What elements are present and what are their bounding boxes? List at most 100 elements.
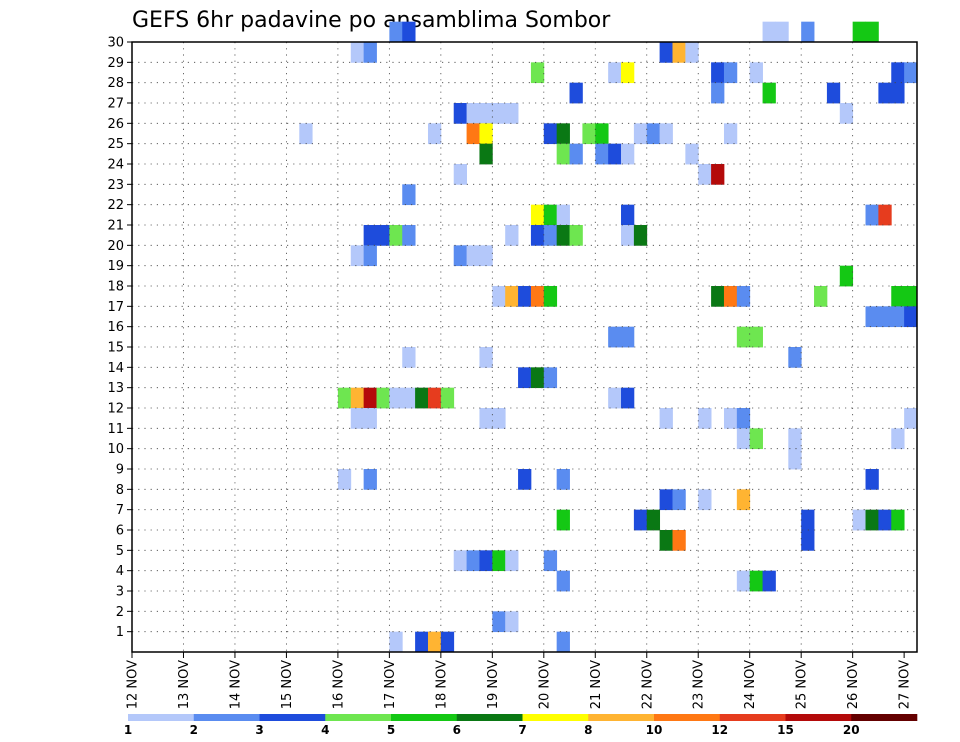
heatmap-cell [839, 103, 854, 124]
colorbar-label: 7 [518, 723, 526, 737]
heatmap-cell [505, 550, 519, 572]
heatmap-cell [479, 347, 493, 368]
heatmap-cell [723, 286, 738, 307]
colorbar-swatch [522, 714, 589, 721]
heatmap-cell [788, 448, 802, 470]
heatmap-cell [453, 550, 467, 572]
heatmap-cell [427, 387, 442, 409]
colorbar-swatch [391, 714, 458, 721]
y-tick-label: 25 [107, 137, 124, 152]
heatmap-cell [518, 286, 532, 307]
heatmap-cell [543, 550, 558, 572]
heatmap-cell [762, 82, 776, 104]
x-tick-label: 21 NOV [589, 660, 604, 709]
heatmap-cell [672, 530, 686, 551]
heatmap-cell [685, 42, 699, 63]
heatmap-cell [878, 82, 892, 104]
heatmap-cell [505, 225, 519, 246]
colorbar-legend: 1 2 3 4 5 6 7 8 10 12 15 20 [124, 714, 918, 737]
heatmap-cell [543, 286, 558, 307]
heatmap-cell [736, 489, 751, 511]
y-tick-label: 15 [107, 341, 124, 356]
heatmap-cell [633, 225, 648, 246]
y-tick-label: 23 [107, 178, 124, 193]
heatmap-cell [736, 570, 751, 592]
heatmap-cell [440, 631, 455, 653]
heatmap-cell [762, 570, 776, 592]
y-tick-label: 16 [107, 320, 124, 335]
heatmap-cell [891, 62, 905, 84]
y-tick-label: 8 [116, 483, 124, 498]
heatmap-cell [582, 123, 596, 145]
x-tick-label: 25 NOV [795, 660, 810, 709]
heatmap-cell [891, 306, 905, 328]
heatmap-cell [865, 306, 879, 328]
heatmap-cell [801, 509, 815, 531]
heatmap-cell [543, 225, 558, 246]
colorbar-label: 2 [190, 723, 198, 737]
y-tick-label: 21 [107, 219, 124, 234]
heatmap-cell [852, 509, 866, 531]
heatmap-cell [711, 82, 725, 104]
heatmap-cell [543, 367, 558, 389]
chart-title: GEFS 6hr padavine po ansamblima Sombor [132, 8, 611, 33]
heatmap-cell [749, 570, 763, 592]
heatmap-cell [711, 164, 725, 185]
heatmap-cell [904, 62, 918, 84]
heatmap-cell [621, 204, 635, 226]
y-tick-label: 2 [116, 605, 124, 620]
heatmap-cell [337, 469, 352, 490]
heatmap-cell [659, 489, 673, 511]
heatmap-cell [904, 286, 918, 307]
colorbar-swatch [719, 714, 786, 721]
y-tick-label: 14 [107, 361, 124, 376]
colorbar-label: 8 [584, 723, 592, 737]
heatmap-cell [814, 286, 828, 307]
heatmap-cell [621, 326, 635, 348]
heatmap-cell [621, 225, 635, 246]
heatmap-cell [505, 611, 519, 633]
heatmap-cell [865, 204, 879, 226]
heatmap-cell [878, 306, 892, 328]
heatmap-cell [904, 306, 918, 328]
colorbar-label: 15 [777, 723, 794, 737]
heatmap-cell [530, 286, 545, 307]
y-tick-label: 4 [116, 564, 124, 579]
y-tick-label: 19 [107, 259, 124, 274]
heatmap-cell [402, 184, 416, 206]
heatmap-cell [492, 408, 506, 429]
heatmap-cell [530, 225, 545, 246]
heatmap-cell [466, 103, 480, 124]
y-tick-label: 9 [116, 463, 124, 478]
heatmap-cell [672, 489, 686, 511]
heatmap-cell [543, 204, 558, 226]
heatmap-cell [736, 428, 751, 450]
heatmap-cell [891, 509, 905, 531]
heatmap-cell [402, 21, 416, 43]
heatmap-cell [698, 408, 712, 429]
heatmap-cell [363, 42, 377, 63]
heatmap-cell [556, 225, 570, 246]
heatmap-cell [415, 387, 429, 409]
heatmap-cell [569, 225, 583, 246]
heatmap-cells [299, 21, 918, 653]
heatmap-cell [633, 123, 648, 145]
y-tick-label: 26 [107, 117, 124, 132]
colorbar-swatch [193, 714, 260, 721]
y-tick-label: 6 [116, 524, 124, 539]
x-tick-label: 24 NOV [743, 660, 758, 709]
colorbar-swatch [456, 714, 523, 721]
y-tick-label: 22 [107, 198, 124, 213]
heatmap-cell [556, 469, 570, 490]
heatmap-cell [466, 550, 480, 572]
heatmap-cell [363, 225, 377, 246]
heatmap-cell [852, 21, 866, 43]
heatmap-cell [376, 387, 390, 409]
y-tick-label: 27 [107, 97, 124, 112]
y-tick-label: 29 [107, 56, 124, 71]
heatmap-cell [479, 245, 493, 267]
heatmap-cell [711, 62, 725, 84]
x-tick-label: 16 NOV [331, 660, 346, 709]
heatmap-cell [801, 530, 815, 551]
y-tick-label: 28 [107, 76, 124, 91]
